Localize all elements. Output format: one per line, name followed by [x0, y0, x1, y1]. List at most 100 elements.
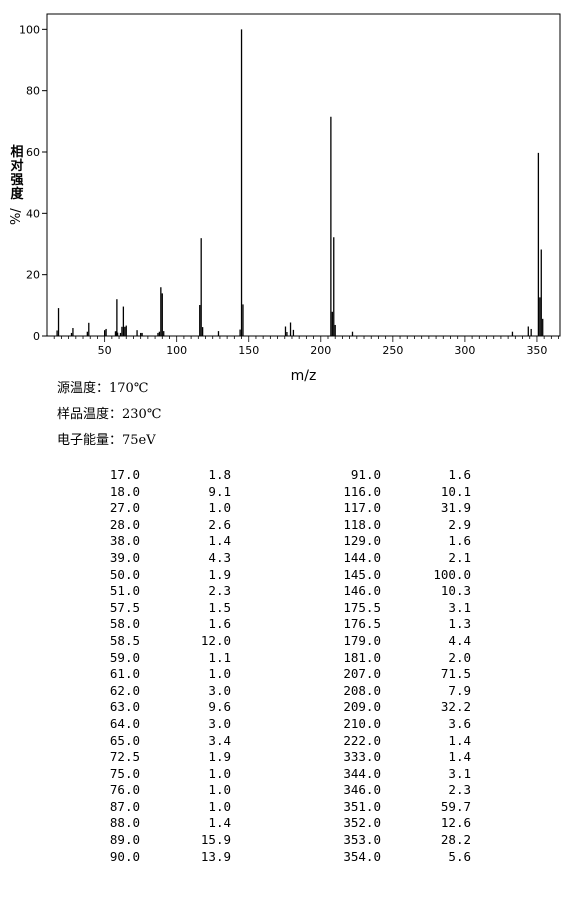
peak-table-row: 64.0 3.0 210.0 3.6 — [65, 716, 471, 733]
mz-cell: 346.0 — [343, 782, 381, 798]
peak-table-row: 39.0 4.3 144.0 2.1 — [65, 550, 471, 567]
mz-cell: 87.0 — [109, 798, 140, 814]
mz-cell: 117.0 — [343, 500, 381, 516]
mz-cell: 118.0 — [343, 516, 381, 532]
intensity-cell: 3.6 — [448, 715, 471, 731]
mz-cell: 64.0 — [109, 715, 140, 731]
mz-cell: 50.0 — [109, 566, 140, 582]
intensity-cell: 3.0 — [208, 715, 231, 731]
peak-table-row: 75.0 1.0 344.0 3.1 — [65, 766, 471, 783]
mz-cell: 146.0 — [343, 583, 381, 599]
x-tick-label: 300 — [454, 344, 475, 357]
mz-cell: 58.5 — [109, 632, 140, 648]
intensity-cell: 31.9 — [440, 500, 471, 516]
x-tick-label: 50 — [98, 344, 112, 357]
mz-cell: 62.0 — [109, 682, 140, 698]
peak-table-row: 63.0 9.6 209.0 32.2 — [65, 699, 471, 716]
mz-cell: 76.0 — [109, 782, 140, 798]
y-axis-title: 相对强度 — [10, 145, 24, 202]
intensity-cell: 15.9 — [200, 832, 231, 848]
intensity-cell: 3.1 — [448, 765, 471, 781]
intensity-cell: 1.6 — [448, 467, 471, 482]
peak-table-row: 90.0 13.9 354.0 5.6 — [65, 849, 471, 866]
y-tick-label: 20 — [26, 269, 40, 282]
y-tick-label: 80 — [26, 85, 40, 98]
mz-cell: 58.0 — [109, 616, 140, 632]
intensity-cell: 1.4 — [208, 815, 231, 831]
intensity-cell: 2.1 — [448, 549, 471, 565]
peak-list: 17.0 1.8 91.0 1.6 18.0 9.1 116.0 10.1 27.0 1.0 117… — [65, 467, 471, 865]
intensity-cell: 10.1 — [440, 483, 471, 499]
peak-table-row: 17.0 1.8 91.0 1.6 — [65, 467, 471, 484]
mz-cell: 344.0 — [343, 765, 381, 781]
peak-table-row: 89.0 15.9 353.0 28.2 — [65, 832, 471, 849]
mz-cell: 88.0 — [109, 815, 140, 831]
plot-frame — [46, 13, 561, 337]
y-axis-label: 相对强度 %/ — [9, 145, 25, 226]
intensity-cell: 3.0 — [208, 682, 231, 698]
peak-table-row: 88.0 1.4 352.0 12.6 — [65, 815, 471, 832]
mz-cell: 207.0 — [343, 666, 381, 682]
intensity-cell: 1.3 — [448, 616, 471, 632]
intensity-cell: 13.9 — [200, 848, 231, 864]
x-tick-label: 100 — [166, 344, 187, 357]
y-tick-label: 0 — [33, 330, 40, 343]
intensity-cell: 1.0 — [208, 798, 231, 814]
mz-cell: 145.0 — [343, 566, 381, 582]
intensity-cell: 9.6 — [208, 699, 231, 715]
intensity-cell: 4.3 — [208, 549, 231, 565]
peak-table-row: 65.0 3.4 222.0 1.4 — [65, 733, 471, 750]
intensity-cell: 1.9 — [208, 566, 231, 582]
sample-temperature: 样品温度：230℃ — [57, 407, 162, 422]
mz-cell: 353.0 — [343, 832, 381, 848]
mz-cell: 354.0 — [343, 848, 381, 864]
mz-cell: 59.0 — [109, 649, 140, 665]
mz-cell: 39.0 — [109, 549, 140, 565]
mz-cell: 17.0 — [109, 467, 140, 482]
peak-table-row: 18.0 9.1 116.0 10.1 — [65, 484, 471, 501]
intensity-cell: 1.0 — [208, 782, 231, 798]
peak-table-row: 50.0 1.9 145.0 100.0 — [65, 567, 471, 584]
peak-table-row: 72.5 1.9 333.0 1.4 — [65, 749, 471, 766]
peak-table-row: 27.0 1.0 117.0 31.9 — [65, 500, 471, 517]
intensity-cell: 3.4 — [208, 732, 231, 748]
intensity-cell: 1.0 — [208, 765, 231, 781]
y-axis-unit-symbol: % — [9, 212, 24, 225]
electron-energy: 电子能量：75eV — [57, 433, 156, 448]
intensity-cell: 2.3 — [208, 583, 231, 599]
intensity-cell: 3.1 — [448, 599, 471, 615]
mz-cell: 89.0 — [109, 832, 140, 848]
peak-table-row: 38.0 1.4 129.0 1.6 — [65, 533, 471, 550]
y-tick-label: 40 — [26, 207, 40, 220]
intensity-cell: 1.4 — [208, 533, 231, 549]
intensity-cell: 10.3 — [440, 583, 471, 599]
mz-cell: 75.0 — [109, 765, 140, 781]
peak-table-row: 28.0 2.6 118.0 2.9 — [65, 517, 471, 534]
mz-cell: 28.0 — [109, 516, 140, 532]
y-tick-label: 60 — [26, 146, 40, 159]
mz-cell: 144.0 — [343, 549, 381, 565]
intensity-cell: 59.7 — [440, 798, 471, 814]
x-tick-label: 200 — [310, 344, 331, 357]
peak-table: 17.0 1.8 91.0 1.6 18.0 9.1 116.0 10.1 27.0 1.0 117… — [65, 467, 471, 865]
intensity-cell: 1.9 — [208, 749, 231, 765]
intensity-cell: 1.4 — [448, 749, 471, 765]
intensity-cell: 1.6 — [448, 533, 471, 549]
peak-table-row: 62.0 3.0 208.0 7.9 — [65, 683, 471, 700]
mz-cell: 333.0 — [343, 749, 381, 765]
intensity-cell: 1.0 — [208, 666, 231, 682]
mz-cell: 210.0 — [343, 715, 381, 731]
mz-cell: 65.0 — [109, 732, 140, 748]
mz-cell: 38.0 — [109, 533, 140, 549]
x-tick-label: 350 — [526, 344, 547, 357]
intensity-cell: 12.6 — [440, 815, 471, 831]
peak-table-row: 59.0 1.1 181.0 2.0 — [65, 650, 471, 667]
mz-cell: 208.0 — [343, 682, 381, 698]
y-axis-unit: %/ — [9, 208, 24, 225]
x-axis-title: m/z — [291, 368, 317, 384]
intensity-cell: 1.6 — [208, 616, 231, 632]
mz-cell: 18.0 — [109, 483, 140, 499]
intensity-cell: 1.1 — [208, 649, 231, 665]
intensity-cell: 100.0 — [433, 566, 471, 582]
mz-cell: 51.0 — [109, 583, 140, 599]
